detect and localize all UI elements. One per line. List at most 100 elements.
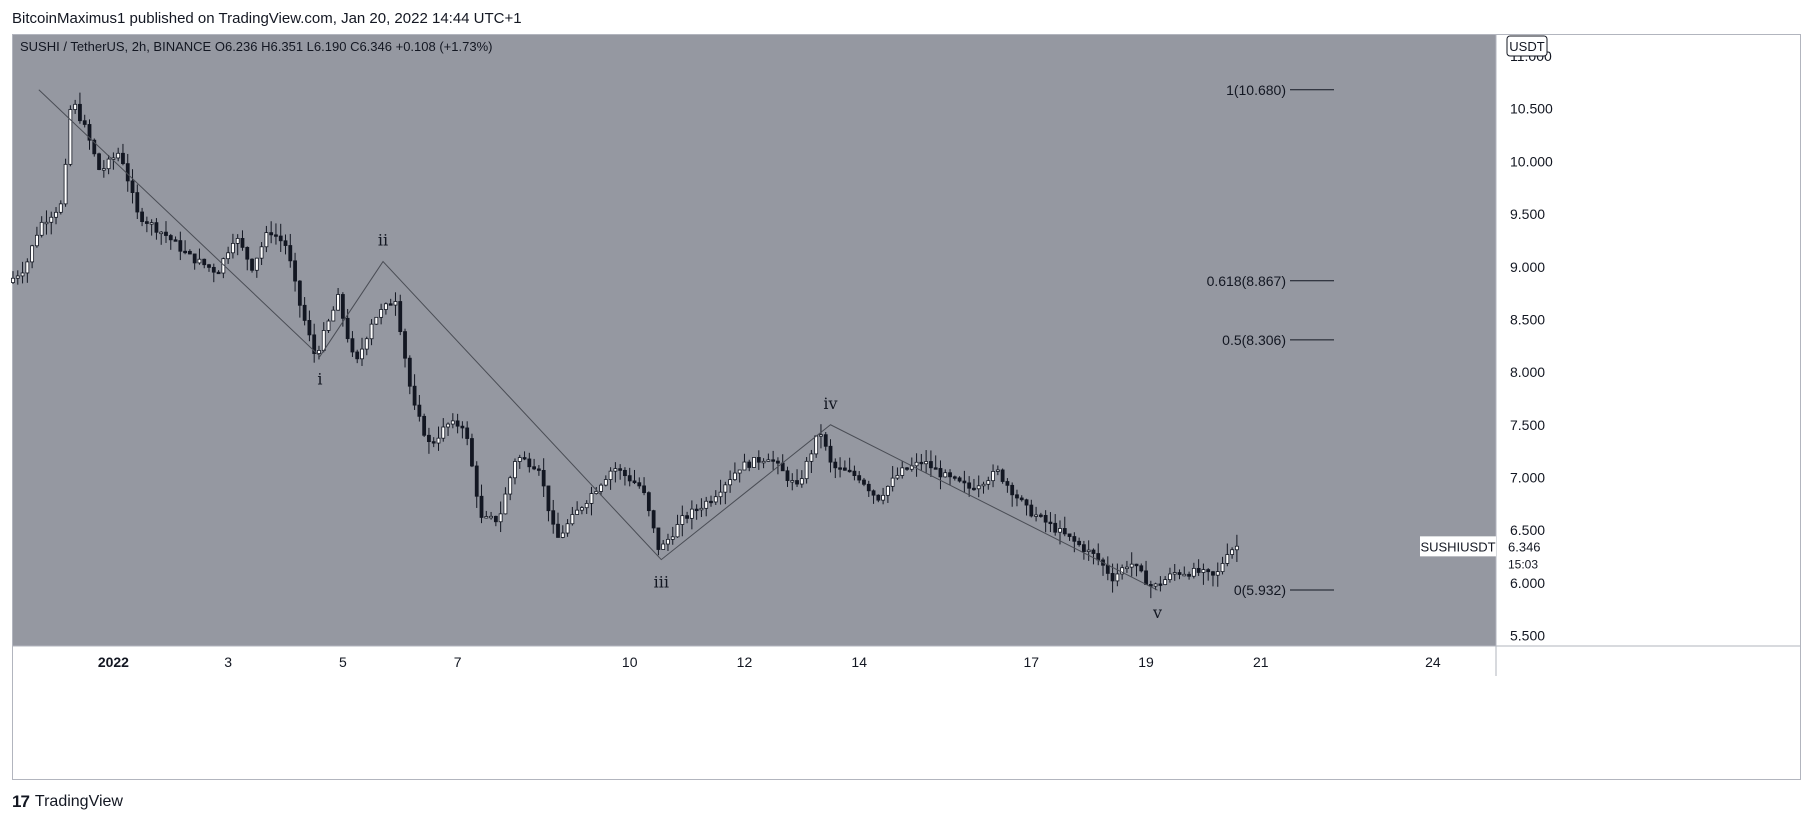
legend-o-label: O [215,39,225,54]
candle-body [1048,521,1053,525]
candle-body [403,331,407,359]
candle-body [1105,564,1110,574]
x-tick-label: 7 [454,654,462,670]
candle-body [384,303,388,310]
candle-body [235,238,240,244]
candle-body [97,153,101,170]
candle-body [804,460,809,480]
candle-body [685,515,689,519]
candle-body [556,523,560,538]
candle-body [876,494,881,501]
candle-body [211,266,216,273]
candle-body [245,246,250,260]
candle-body [183,250,188,254]
candle-body [321,330,326,351]
y-tick-label: 5.500 [1510,627,1545,643]
candle-body [823,434,828,447]
candle-body [995,469,1000,472]
candle-body [957,477,962,482]
candle-body [1000,469,1005,482]
candle-body [1187,573,1191,577]
candle-body [231,242,235,254]
y-tick-label: 9.000 [1510,259,1545,275]
y-tick-label: 8.000 [1510,364,1545,380]
currency-badge-label: USDT [1509,39,1544,54]
candle-body [106,158,111,170]
candle-body [1058,528,1062,533]
candle-body [871,490,876,496]
candle-body [54,211,58,218]
wave-label-v: v [1152,603,1162,622]
candle-body [842,467,847,471]
candle-body [513,461,517,479]
candle-body [986,480,991,485]
candle-body [718,491,723,498]
candle-body [407,357,412,387]
candle-body [360,348,364,360]
price-tag-countdown: 15:03 [1508,557,1538,571]
candle-body [1158,583,1163,586]
candle-body [269,232,274,236]
candle-body [1038,514,1043,517]
candle-body [709,500,713,504]
candle-body [570,514,575,525]
candle-body [331,309,336,322]
candle-body [470,438,474,467]
candle-body [532,466,537,470]
candle-body [575,509,580,515]
candle-body [187,250,192,255]
candle-body [603,479,608,486]
candle-body [522,457,527,460]
candle-body [1220,563,1225,573]
price-tag [1497,536,1547,575]
x-tick-label: 17 [1024,654,1040,670]
candle-body [455,420,460,427]
tradingview-logo-icon[interactable]: 17 [12,792,30,811]
candle-body [63,163,68,205]
candle-body [1053,522,1058,533]
candle-body [369,323,374,340]
candle-body [431,441,436,444]
y-tick-label: 6.500 [1510,522,1545,538]
candle-body [776,460,780,464]
footer-brand[interactable]: TradingView [34,793,123,810]
candle-body [250,258,254,271]
symbol-tag [1420,536,1496,557]
candle-body [1211,571,1215,576]
legend-l-label: L [307,39,314,54]
candle-body [914,461,919,467]
candle-body [809,453,814,462]
candle-body [168,235,173,241]
candle-body [326,320,331,331]
candle-body [991,471,995,482]
candle-body [1134,563,1139,567]
candle-body [1067,533,1072,537]
candle-body [302,304,307,321]
candle-body [1086,549,1091,552]
candle-body [584,503,589,509]
candle-body [1225,554,1230,564]
candle-body [580,507,584,511]
candle-body [140,211,144,223]
x-tick-label: 5 [339,654,347,670]
candle-body [857,475,862,481]
candle-body [761,460,766,464]
candle-body [336,294,340,311]
candle-body [866,483,871,492]
candle-body [44,221,49,225]
candle-body [752,457,756,468]
legend-h-label: H [261,39,270,54]
candle-body [742,461,747,471]
wave-label-iv: iv [823,394,837,413]
candle-body [618,468,623,471]
candle-body [1182,573,1187,577]
candle-body [149,222,154,225]
candle-body [412,385,417,406]
candle-body [1091,549,1096,554]
x-tick-label: 12 [737,654,753,670]
candle-body [589,493,594,504]
candle-body [981,483,986,487]
candle-body [1144,570,1148,585]
candle-body [1129,563,1134,568]
